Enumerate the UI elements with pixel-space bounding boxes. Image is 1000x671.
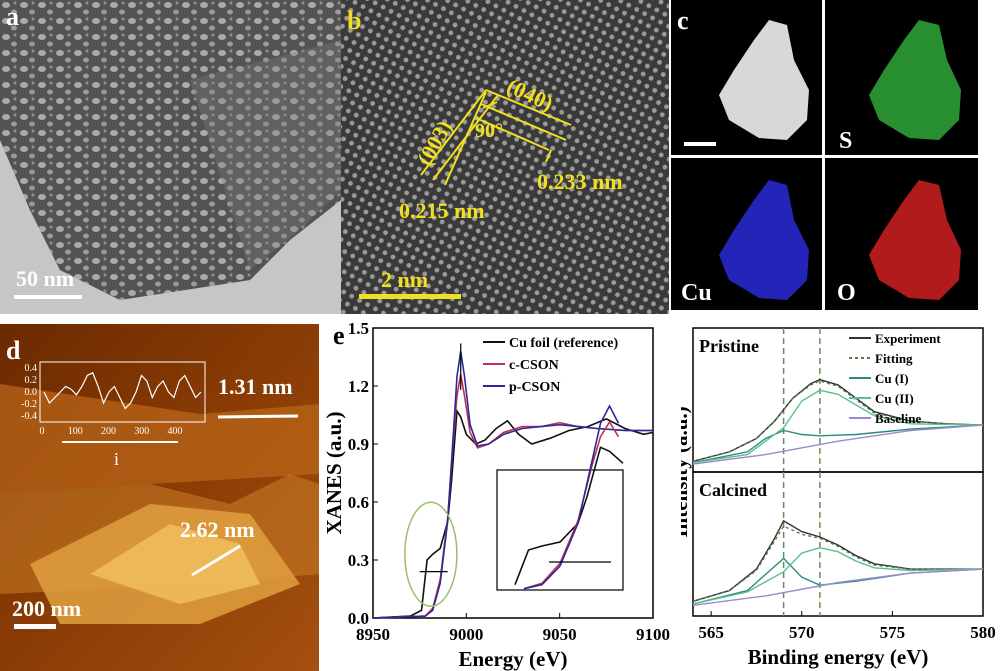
subplot-title: Calcined [699,480,767,500]
x-axis-label: Energy (eV) [458,647,567,671]
x-tick-label: 570 [789,623,815,642]
x-tick-label: 9000 [449,625,483,644]
series-line-fitting [692,525,983,602]
legend-label: Cu (I) [875,371,909,386]
o-map [869,180,961,300]
panel-a: a 50 nm [0,0,341,314]
legend-label: c-CSON [509,358,559,373]
x-tick-label: 575 [880,623,906,642]
panel-e-xanes-chart: e 0.0 0.3 0.6 0.9 1.2 1.5 8950 9000 9050 9100 Energ… [322,319,670,671]
legend-label: Cu foil (reference) [509,336,618,351]
series-line-experiment [692,519,983,602]
map-label-o: O [837,280,856,306]
inset-x-tick-label: 100 [68,426,83,437]
s-map [869,20,961,140]
panel-f-xps-chart: fPristineCalcined565570575580Binding ene… [681,327,996,669]
map-label-cu: Cu [681,280,712,306]
inset-frame [39,361,206,423]
y-tick-label: 1.2 [348,377,369,396]
scale-bar-label: 50 nm [16,266,75,291]
y-tick-label: 0.6 [348,493,369,512]
height-131-label: 1.31 nm [218,374,293,399]
legend-label: p-CSON [509,380,560,395]
legend-label: Cu (II) [875,391,914,406]
series-line-cu-i- [692,424,984,464]
panel-label: d [6,336,21,365]
angle-label: 90° [475,120,503,142]
series-line-fitting [692,380,984,462]
panel-label: b [347,6,362,35]
scale-bar [684,142,716,146]
x-tick-label: 8950 [356,625,390,644]
panel-label: a [6,2,19,31]
legend-label: Fitting [875,351,913,366]
panel-b: b (003) (040) 90° 0.215 nm 0.233 nm 2 nm [341,0,669,314]
panel-label: e [333,321,345,350]
panel-d-image: 0.40.20.0-0.2-0.40 100 200 300 400 [0,324,319,671]
line-i-label: i [114,449,120,469]
scale-bar [359,294,461,299]
scale-bar [14,624,56,629]
y-tick-label: 0.3 [348,551,369,570]
series-line-2 [372,351,653,619]
inset-x-tick-label: 300 [134,426,149,437]
inset-y-tick-label: -0.4 [21,411,37,422]
line-profile-2 [191,544,241,577]
panel-b-image [341,0,669,314]
x-tick-label: 565 [698,623,724,642]
x-axis-label: Binding energy (eV) [748,645,929,669]
y-tick-label: 0.9 [348,435,369,454]
inset-height-profile: 0.40.20.0-0.2-0.40 100 200 300 400 [21,363,202,437]
y-tick-label: 1.5 [348,319,369,338]
series-line-baseline [692,424,984,465]
inset-profile-line [43,371,202,410]
series-line-cu-i- [692,557,984,605]
series-line-baseline [692,568,984,606]
line-profile-1 [217,414,299,419]
plot-frame [372,327,654,619]
subplot-title: Pristine [699,336,759,356]
y-axis-label: Intensity (a.u.) [681,406,692,537]
cu-map [719,180,809,300]
panel-c-maps [671,0,978,310]
subplot-frame [692,471,984,617]
inset-y-tick-label: 0.0 [25,387,38,398]
haadf-particle [719,20,809,140]
y-axis-label: XANES (a.u.) [322,411,346,534]
inset-x-tick-label: 200 [101,426,116,437]
x-tick-label: 9100 [636,625,670,644]
inset-series-line-2 [523,404,620,590]
series-line-cu-ii- [692,389,984,464]
series-line-cu-ii- [692,546,984,605]
legend-label: Baseline [875,411,921,426]
x-tick-label: 580 [970,623,996,642]
inset-y-tick-label: 0.4 [25,363,38,374]
map-label-s: S [839,128,853,154]
x-tick-label: 9050 [543,625,577,644]
legend-label: Experiment [875,331,941,346]
spacing-0215-label: 0.215 nm [399,198,485,223]
scale-bar-label: 2 nm [381,267,429,292]
panel-c: c S Cu O [669,0,1000,314]
panel-d: 0.4 0.2 0.0 -0.2 -0.4 0 100 200 300 400 d 1.31 nm… [0,324,319,671]
inset-y-tick-label: -0.2 [21,399,37,410]
scale-bar-label: 200 nm [12,596,82,621]
panel-a-image [0,0,341,314]
series-line-0 [372,408,654,619]
y-tick-label: 0.0 [348,609,369,628]
zoom-inset-frame [496,469,624,591]
height-262-label: 2.62 nm [180,517,255,542]
scale-bar [14,295,82,299]
edge-highlight-ellipse [404,501,458,607]
inset-x-tick-label: 0 [40,426,45,437]
series-line-experiment [692,378,984,462]
inset-x-tick-label: 400 [168,426,183,437]
inset-y-tick-label: 0.2 [25,375,38,386]
spacing-0233-label: 0.233 nm [537,169,623,194]
panel-label: c [677,6,689,35]
